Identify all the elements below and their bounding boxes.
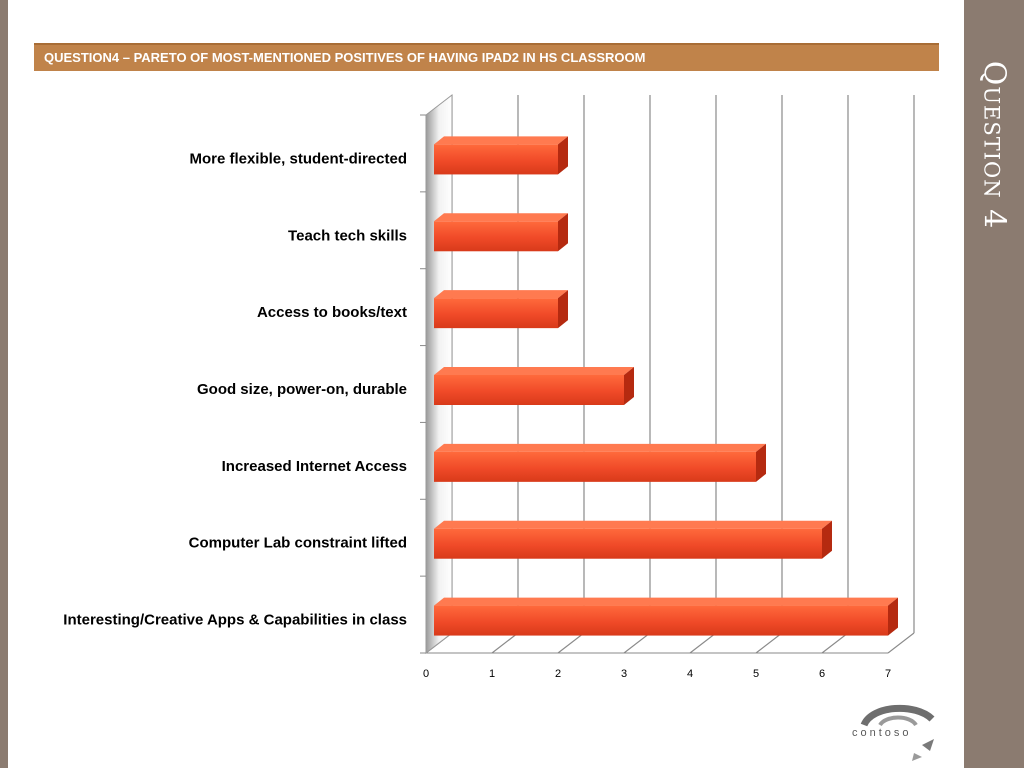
bar xyxy=(434,367,634,405)
x-tick-label: 4 xyxy=(687,668,693,680)
bar-top xyxy=(434,367,634,375)
side-band xyxy=(964,0,1024,768)
bar-side xyxy=(558,290,568,329)
x-tick-label: 1 xyxy=(489,668,495,680)
bar-side xyxy=(558,213,568,252)
bar-front xyxy=(434,298,558,329)
category-label: Increased Internet Access xyxy=(222,458,407,475)
category-label: Computer Lab constraint lifted xyxy=(189,535,407,552)
category-labels: More flexible, student-directed Teach tec… xyxy=(63,150,407,628)
bar-front xyxy=(434,528,822,559)
floor-line-1 xyxy=(491,632,519,654)
header-title: QUESTION4 – PARETO OF MOST-MENTIONED POS… xyxy=(44,50,646,65)
side-title: Question 4 xyxy=(976,60,1012,230)
bar-top xyxy=(434,597,898,606)
contoso-logo: contoso xyxy=(850,703,942,763)
bar-top xyxy=(434,213,568,222)
category-label: Good size, power-on, durable xyxy=(197,381,407,398)
category-label: More flexible, student-directed xyxy=(189,150,407,167)
floor-line-5 xyxy=(755,632,783,654)
bar-side xyxy=(756,443,766,482)
floor-line-3 xyxy=(623,632,651,654)
bar-top xyxy=(434,520,832,529)
x-tick-label: 3 xyxy=(621,668,627,680)
bar-side xyxy=(822,520,832,559)
bar xyxy=(434,290,568,329)
category-label: Interesting/Creative Apps & Capabilities… xyxy=(63,612,407,629)
bar xyxy=(434,520,832,559)
x-tick-label: 6 xyxy=(819,668,825,680)
bar-side xyxy=(558,136,568,175)
bar-side xyxy=(888,597,898,636)
bar xyxy=(434,136,568,175)
left-accent-bar xyxy=(0,0,8,768)
floor-line-2 xyxy=(557,632,585,654)
bars xyxy=(434,136,898,636)
x-tick-label: 0 xyxy=(423,668,429,680)
bar-front xyxy=(434,221,558,252)
bar-front xyxy=(434,605,888,636)
floor-line-6 xyxy=(821,632,849,654)
bar-top xyxy=(434,443,766,452)
floor-line-7 xyxy=(887,632,915,654)
bar-side xyxy=(624,367,634,405)
x-tick-label: 5 xyxy=(753,668,759,680)
category-label: Teach tech skills xyxy=(288,227,407,244)
logo-text: contoso xyxy=(852,727,912,739)
bar-top xyxy=(434,290,568,299)
bar-top xyxy=(434,136,568,145)
floor-line-4 xyxy=(689,632,717,654)
bar-front xyxy=(434,375,624,405)
bar-front xyxy=(434,144,558,175)
header-bar: QUESTION4 – PARETO OF MOST-MENTIONED POS… xyxy=(34,43,939,71)
x-axis-ticks: 0 1 2 3 4 5 6 7 xyxy=(423,668,891,680)
category-label: Access to books/text xyxy=(257,304,407,321)
bar xyxy=(434,213,568,252)
logo-swirl-icon xyxy=(860,704,935,761)
bar xyxy=(434,597,898,636)
x-tick-label: 7 xyxy=(885,668,891,680)
x-tick-label: 2 xyxy=(555,668,561,680)
pareto-bar-chart: More flexible, student-directed Teach tec… xyxy=(63,93,915,680)
bar xyxy=(434,443,766,482)
bar-front xyxy=(434,451,756,482)
